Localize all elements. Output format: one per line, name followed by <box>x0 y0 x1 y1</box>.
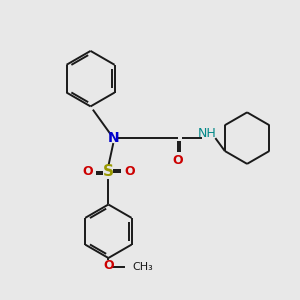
Text: O: O <box>172 154 183 167</box>
Text: O: O <box>82 165 93 178</box>
Text: O: O <box>103 260 114 272</box>
Text: CH₃: CH₃ <box>132 262 153 272</box>
Text: N: N <box>107 131 119 145</box>
Text: O: O <box>124 165 134 178</box>
Text: NH: NH <box>198 127 217 140</box>
Text: S: S <box>103 164 114 179</box>
